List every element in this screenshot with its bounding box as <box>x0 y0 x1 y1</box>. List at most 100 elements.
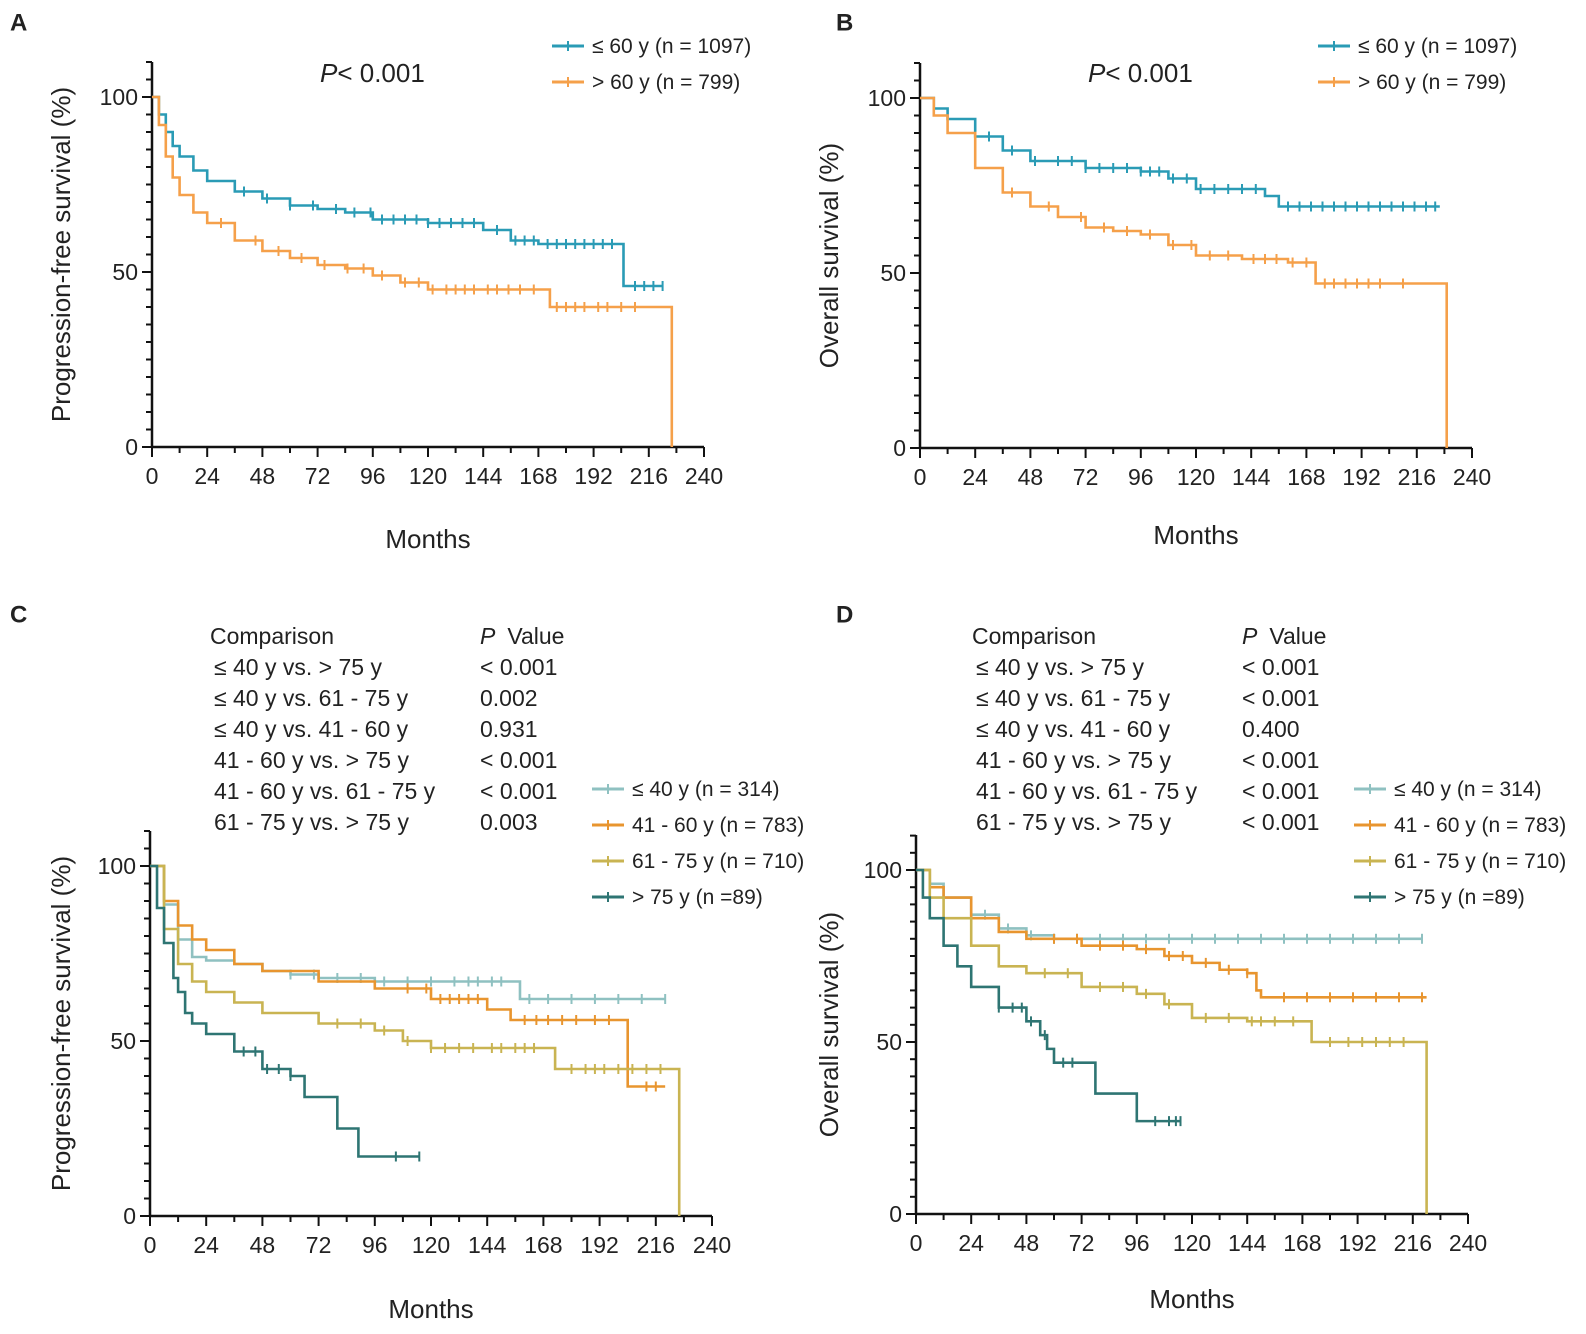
legend-item: 61 - 75 y (n = 710) <box>1354 850 1566 873</box>
table-comparison-cell: 61 - 75 y vs. > 75 y <box>214 809 409 835</box>
table-p-value-cell: 0.003 <box>480 809 538 835</box>
x-tick-label: 24 <box>194 463 220 489</box>
x-tick-label: 72 <box>306 1232 332 1258</box>
x-axis-title: Months <box>1153 520 1238 550</box>
survival-curve <box>150 864 420 1158</box>
table-comparison-cell: 41 - 60 y vs. 61 - 75 y <box>214 778 436 804</box>
table-p-value-cell: 0.400 <box>1242 716 1300 742</box>
x-tick-label: 144 <box>1232 464 1271 490</box>
x-tick-label: 192 <box>574 463 612 489</box>
survival-curve <box>916 868 1428 1214</box>
survival-curve <box>916 868 1181 1123</box>
table-header-value: Value <box>1269 623 1326 649</box>
x-tick-label: 48 <box>1018 464 1044 490</box>
x-tick-label: 72 <box>1073 464 1099 490</box>
y-axis-title: Overall survival (%) <box>814 912 844 1137</box>
panel-letter: C <box>10 601 27 628</box>
table-comparison-cell: 61 - 75 y vs. > 75 y <box>976 809 1171 835</box>
legend-item: 41 - 60 y (n = 783) <box>1354 814 1566 837</box>
table-comparison-cell: ≤ 40 y vs. 61 - 75 y <box>976 685 1171 711</box>
x-tick-label: 72 <box>305 463 331 489</box>
legend-label: 41 - 60 y (n = 783) <box>632 814 804 837</box>
x-tick-label: 216 <box>637 1232 675 1258</box>
y-tick-label: 0 <box>889 1201 902 1227</box>
legend-label: > 75 y (n =89) <box>632 886 763 909</box>
x-tick-label: 96 <box>1124 1230 1150 1256</box>
x-tick-label: 168 <box>1283 1230 1321 1256</box>
x-tick-label: 168 <box>524 1232 562 1258</box>
series-1 <box>920 96 1440 212</box>
panel-a: A 0 24 48 72 96 120 144 168 192 216 240 0 50 100 Months… <box>10 9 751 554</box>
y-tick-label: 100 <box>864 857 902 883</box>
x-tick-label: 216 <box>1398 464 1436 490</box>
table-header-p: P <box>480 623 496 649</box>
x-tick-label: 120 <box>1173 1230 1211 1256</box>
series-4 <box>916 868 1182 1127</box>
legend-label: ≤ 40 y (n = 314) <box>632 778 780 801</box>
series-1 <box>150 864 667 1004</box>
x-tick-label: 120 <box>412 1232 450 1258</box>
table-header-comparison: Comparison <box>972 623 1096 649</box>
legend-label: 61 - 75 y (n = 710) <box>1394 850 1566 873</box>
x-axis-title: Months <box>1149 1284 1234 1314</box>
table-p-value-cell: < 0.001 <box>480 778 557 804</box>
x-tick-label: 48 <box>250 1232 276 1258</box>
y-tick-label: 0 <box>125 434 138 460</box>
panel-letter: B <box>836 9 853 36</box>
legend-item: ≤ 60 y (n = 1097) <box>552 35 751 58</box>
series-1 <box>152 95 664 291</box>
table-header-comparison: Comparison <box>210 623 334 649</box>
legend: ≤ 40 y (n = 314) 41 - 60 y (n = 783) 61 - … <box>1354 778 1566 909</box>
series-2 <box>920 96 1448 448</box>
x-tick-label: 192 <box>1338 1230 1376 1256</box>
x-tick-label: 144 <box>464 463 503 489</box>
survival-curve <box>920 96 1440 208</box>
legend-label: 61 - 75 y (n = 710) <box>632 850 804 873</box>
survival-curve <box>150 864 681 1216</box>
panel-b: B 0 24 48 72 96 120 144 168 192 216 240 0 50 100 Months… <box>814 9 1517 550</box>
y-tick-label: 0 <box>893 435 906 461</box>
x-tick-label: 216 <box>630 463 668 489</box>
series-4 <box>150 864 421 1162</box>
table-p-value-cell: < 0.001 <box>480 747 557 773</box>
table-p-value-cell: < 0.001 <box>1242 747 1319 773</box>
x-tick-label: 24 <box>958 1230 984 1256</box>
legend-item: ≤ 60 y (n = 1097) <box>1318 35 1517 58</box>
series-2 <box>150 864 666 1092</box>
y-tick-label: 100 <box>100 84 138 110</box>
legend: ≤ 60 y (n = 1097) > 60 y (n = 799) <box>1318 35 1517 94</box>
table-comparison-cell: 41 - 60 y vs. > 75 y <box>976 747 1171 773</box>
legend-item: ≤ 40 y (n = 314) <box>592 778 780 801</box>
legend-item: ≤ 40 y (n = 314) <box>1354 778 1542 801</box>
series-2 <box>916 868 1427 1003</box>
y-tick-label: 50 <box>876 1029 902 1055</box>
table-p-value-cell: < 0.001 <box>1242 685 1319 711</box>
survival-curve <box>920 96 1448 448</box>
x-tick-label: 0 <box>146 463 159 489</box>
legend-item: > 75 y (n =89) <box>592 886 763 909</box>
p-value-annotation: P< 0.001 <box>1088 58 1193 88</box>
series-2 <box>152 95 674 447</box>
table-comparison-cell: ≤ 40 y vs. > 75 y <box>976 654 1144 680</box>
legend-label: ≤ 60 y (n = 1097) <box>592 35 751 58</box>
legend-label: ≤ 40 y (n = 314) <box>1394 778 1542 801</box>
table-p-value-cell: 0.002 <box>480 685 538 711</box>
y-tick-label: 100 <box>98 853 136 879</box>
x-tick-label: 0 <box>910 1230 923 1256</box>
x-axis-title: Months <box>385 524 470 554</box>
table-header-p: P <box>1242 623 1258 649</box>
x-tick-label: 144 <box>468 1232 507 1258</box>
x-tick-label: 192 <box>1342 464 1380 490</box>
table-p-value-cell: < 0.001 <box>480 654 557 680</box>
x-tick-label: 216 <box>1394 1230 1432 1256</box>
legend-item: > 60 y (n = 799) <box>1318 71 1506 94</box>
y-axis-title: Progression-free survival (%) <box>46 856 76 1191</box>
p-value-prefix: P <box>1088 58 1106 88</box>
legend-item: > 75 y (n =89) <box>1354 886 1525 909</box>
x-tick-label: 48 <box>1014 1230 1040 1256</box>
panel-c: C 0 24 48 72 96 120 144 168 192 216 240 0 50 100 Months… <box>10 601 804 1324</box>
p-value-text: < 0.001 <box>337 58 424 88</box>
x-tick-label: 96 <box>362 1232 388 1258</box>
x-tick-label: 168 <box>519 463 557 489</box>
x-tick-label: 168 <box>1287 464 1325 490</box>
